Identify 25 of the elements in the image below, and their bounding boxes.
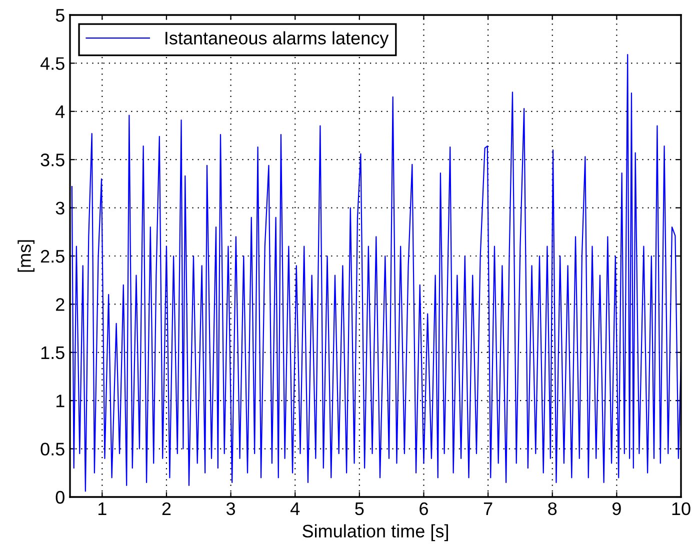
x-tick-label: 1: [98, 502, 106, 515]
legend-label: Istantaneous alarms latency: [166, 31, 389, 48]
x-axis-title: Simulation time [s]: [302, 524, 448, 542]
x-tick-label: 6: [420, 502, 428, 516]
y-tick-label: 4: [56, 106, 65, 118]
y-tick-label: 3: [56, 202, 64, 215]
x-tick-label: 2: [162, 502, 171, 515]
y-tick-label: 2: [56, 298, 64, 311]
x-tick-label: 9: [612, 502, 621, 516]
y-tick-label: 4.5: [40, 57, 64, 70]
x-tick-label: 5: [355, 502, 364, 516]
x-tick-label: 3: [226, 502, 236, 516]
line-series: [71, 54, 681, 492]
x-tick-label: 10: [672, 502, 690, 516]
y-axis-title: [ms]: [18, 240, 34, 272]
y-tick-label: 0: [56, 490, 64, 504]
y-tick-label: 5: [56, 9, 64, 22]
x-tick-label: 4: [290, 502, 300, 515]
y-tick-label: 0.5: [40, 442, 64, 456]
x-tick-label: 8: [548, 502, 557, 516]
y-tick-label: 3.5: [40, 154, 64, 166]
y-tick-label: 2.5: [40, 250, 64, 263]
y-tick-label: 1: [56, 394, 64, 408]
x-tick-label: 7: [484, 502, 492, 515]
y-tick-label: 1.5: [41, 346, 64, 360]
